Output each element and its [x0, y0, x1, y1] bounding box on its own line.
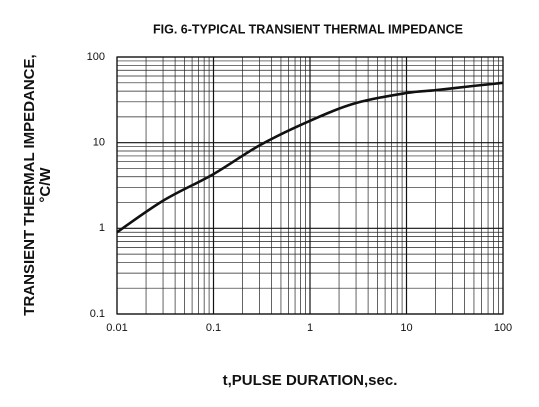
y-tick-label: 1 — [99, 222, 105, 234]
y-tick-label: 100 — [87, 51, 105, 63]
series-line — [116, 81, 504, 234]
chart-title: FIG. 6-TYPICAL TRANSIENT THERMAL IMPEDAN… — [153, 22, 463, 36]
x-tick-label: 10 — [400, 322, 412, 334]
x-tick-label: 1 — [307, 322, 313, 334]
y-axis-label-unit: °C/W — [37, 167, 54, 203]
plot-frame — [116, 56, 504, 315]
x-axis-label: t,PULSE DURATION,sec. — [223, 372, 398, 389]
y-axis-label: TRANSIENT THERMAL IMPEDANCE, — [21, 54, 38, 315]
y-tick-label: 10 — [93, 137, 105, 149]
x-tick-label: 0.1 — [206, 322, 221, 334]
x-tick-label: 100 — [494, 322, 512, 334]
y-tick-label: 0.1 — [90, 308, 105, 320]
x-tick-label: 0.01 — [106, 322, 127, 334]
